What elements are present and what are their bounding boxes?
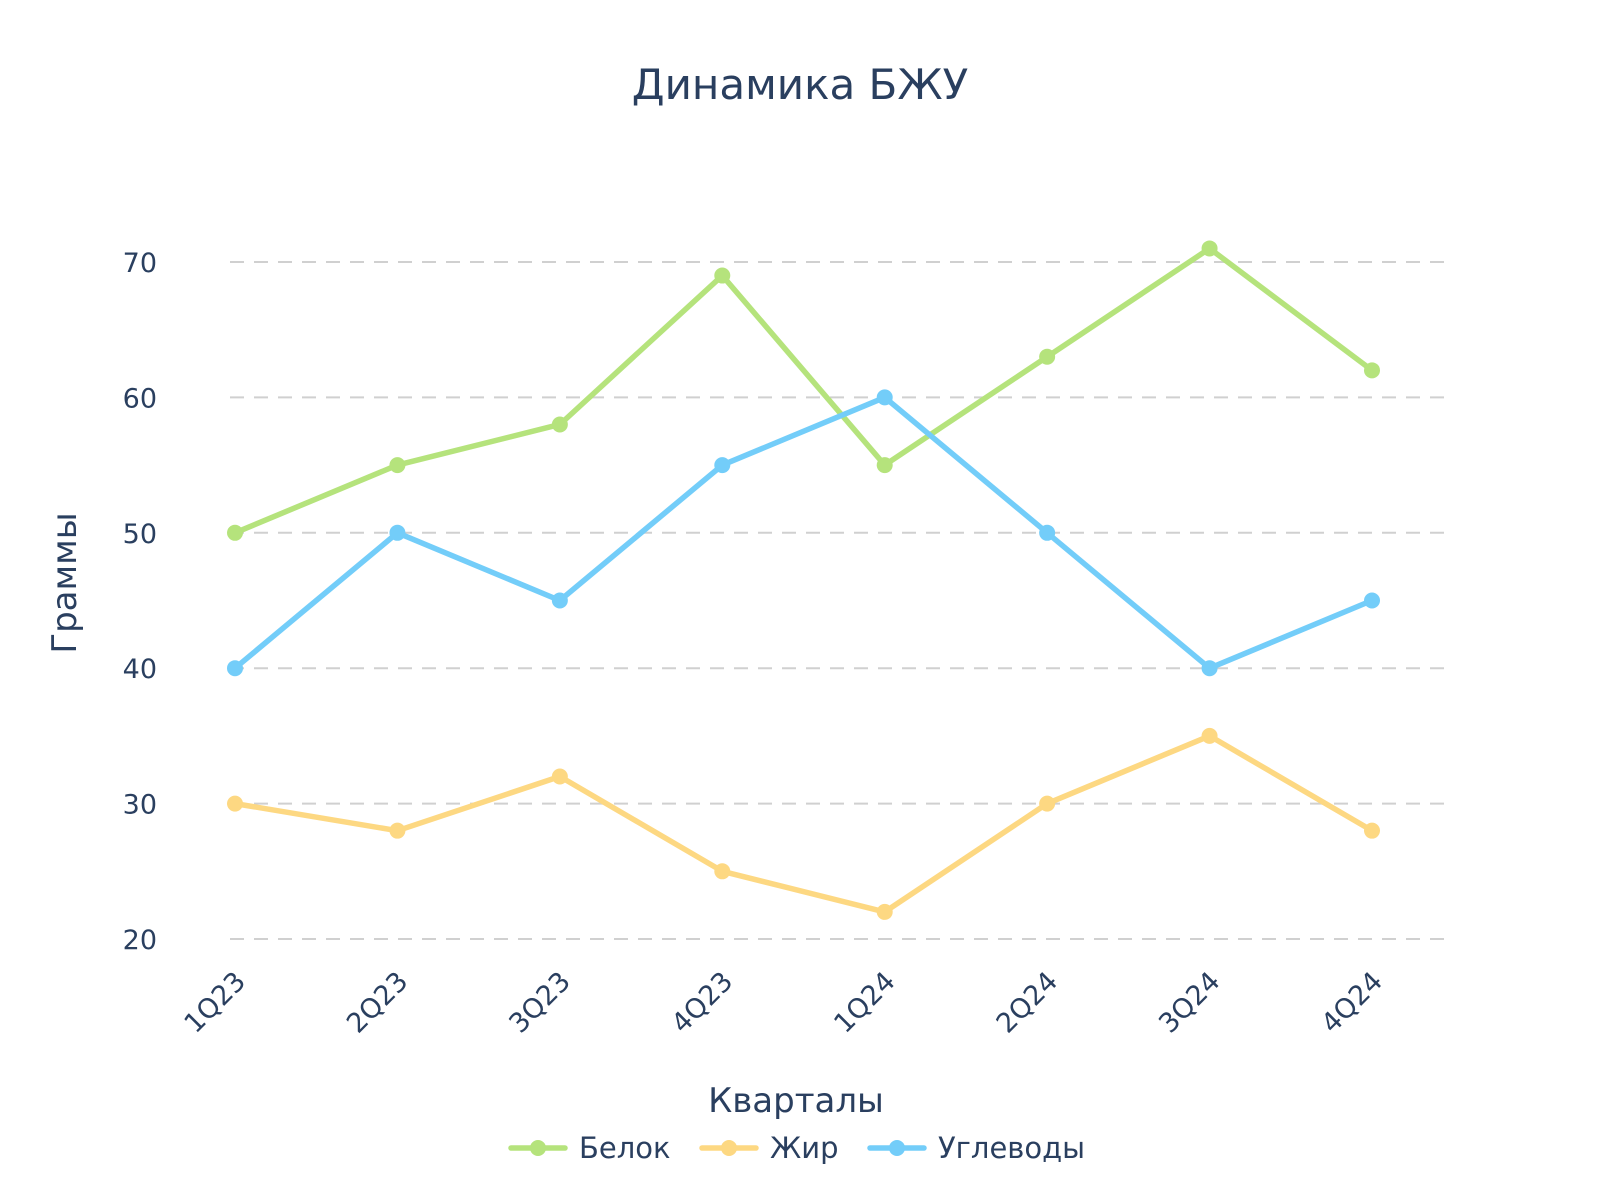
y-tick-label: 60	[123, 383, 157, 414]
y-tick-label: 40	[123, 654, 157, 685]
y-tick-label: 70	[123, 248, 157, 279]
data-point	[714, 863, 731, 880]
y-axis-ticks: 20 30 40 50 60 70	[123, 248, 157, 956]
x-tick-label: 4Q23	[666, 966, 739, 1039]
x-axis-ticks: 1Q23 2Q23 3Q23 4Q23 1Q24 2Q24 3Q24 4Q24	[179, 966, 1389, 1039]
data-point	[227, 524, 243, 541]
y-tick-label: 30	[123, 790, 157, 821]
data-point	[389, 822, 406, 839]
legend-label: Белок	[579, 1131, 671, 1165]
legend-swatch-marker	[889, 1140, 905, 1156]
series-line	[232, 394, 1375, 671]
data-point	[551, 416, 568, 433]
data-point	[1039, 795, 1056, 812]
data-point	[389, 457, 406, 474]
data-point	[1201, 660, 1218, 677]
series-line	[232, 245, 1375, 536]
x-tick-label: 3Q23	[503, 966, 576, 1039]
data-point	[1039, 524, 1056, 541]
data-point	[1201, 240, 1218, 257]
series-line	[232, 733, 1375, 915]
series-group	[227, 240, 1380, 920]
data-point	[1364, 822, 1380, 839]
data-point	[1039, 348, 1056, 365]
gridlines	[230, 261, 1450, 940]
series-0	[227, 240, 1380, 541]
data-point	[1364, 592, 1380, 609]
data-point	[876, 457, 893, 474]
data-point	[389, 524, 406, 541]
data-point	[551, 768, 568, 785]
chart-title: Динамика БЖУ	[632, 60, 968, 109]
data-point	[227, 660, 243, 677]
y-axis-title: Граммы	[45, 512, 85, 653]
legend-item[interactable]: Углеводы	[867, 1131, 1085, 1165]
data-point	[1201, 727, 1218, 744]
legend-swatch-marker	[530, 1140, 546, 1156]
data-point	[714, 457, 731, 474]
data-point	[714, 267, 731, 284]
series-1	[227, 727, 1380, 920]
y-tick-label: 20	[123, 925, 157, 956]
data-point	[1364, 362, 1380, 379]
legend-label: Жир	[770, 1131, 839, 1165]
legend: Белок Жир Углеводы	[508, 1131, 1085, 1165]
legend-item[interactable]: Жир	[699, 1131, 839, 1165]
x-axis-title: Кварталы	[708, 1081, 884, 1121]
x-tick-label: 2Q24	[991, 966, 1064, 1039]
legend-swatch-marker	[721, 1140, 737, 1156]
legend-label: Углеводы	[938, 1131, 1085, 1165]
y-tick-label: 50	[123, 519, 157, 550]
data-point	[227, 795, 243, 812]
x-tick-label: 2Q23	[341, 966, 414, 1039]
data-point	[876, 389, 893, 406]
legend-item[interactable]: Белок	[508, 1131, 671, 1165]
x-tick-label: 1Q24	[828, 966, 901, 1039]
x-tick-label: 4Q24	[1316, 966, 1389, 1039]
data-point	[876, 903, 893, 920]
x-tick-label: 1Q23	[179, 966, 252, 1039]
x-tick-label: 3Q24	[1153, 966, 1226, 1039]
series-2	[227, 389, 1380, 677]
data-point	[551, 592, 568, 609]
